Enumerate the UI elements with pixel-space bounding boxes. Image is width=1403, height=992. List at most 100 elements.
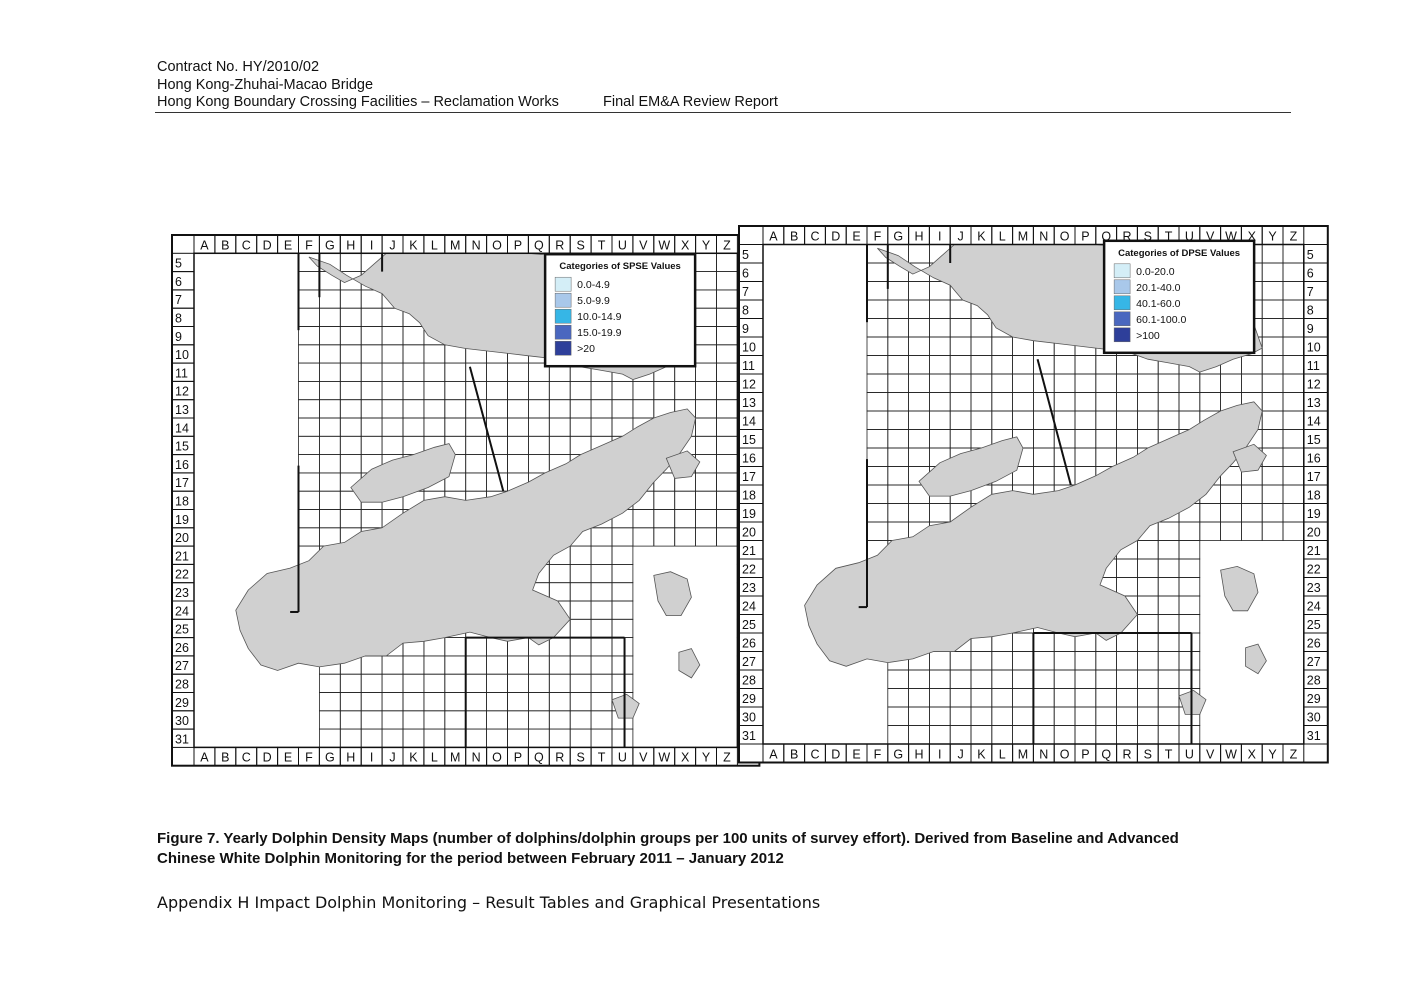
row-label: 20 [1307,525,1321,539]
column-label: E [284,238,292,252]
page-header: Contract No. HY/2010/02 Hong Kong-Zhuhai… [157,59,1291,112]
row-label: 9 [1307,322,1314,336]
row-label: 21 [742,544,756,558]
row-label: 6 [175,275,182,289]
row-label: 12 [1307,377,1321,391]
column-label: Z [1290,229,1298,243]
legend-swatch [1113,279,1131,295]
row-label: 16 [175,458,189,472]
column-label: Q [1101,747,1111,761]
column-label: G [325,238,335,252]
row-label: 15 [1307,433,1321,447]
row-label: 8 [175,311,182,325]
column-label: O [492,751,502,765]
legend-label: 0.0-20.0 [1136,266,1175,278]
legend-label: 20.1-40.0 [1136,282,1181,294]
row-label: 30 [175,714,189,728]
column-label: I [370,751,373,765]
column-label: C [242,238,251,252]
row-label: 5 [1307,248,1314,262]
row-label: 16 [742,451,756,465]
row-label: 19 [1307,507,1321,521]
column-label: W [1225,747,1237,761]
column-label: S [1144,747,1152,761]
column-label: Z [1290,747,1298,761]
row-label: 18 [742,488,756,502]
works-title: Hong Kong Boundary Crossing Facilities –… [157,94,559,110]
legend-label: >20 [577,343,595,355]
column-label: Z [723,238,731,252]
row-label: 30 [742,710,756,724]
row-label: 18 [1307,488,1321,502]
legend-swatch [1113,311,1131,327]
figure-caption: Figure 7. Yearly Dolphin Density Maps (n… [157,829,1297,868]
row-label: 15 [742,433,756,447]
row-label: 6 [1307,266,1314,280]
row-label: 27 [742,655,756,669]
row-label: 12 [175,385,189,399]
row-label: 31 [175,732,189,746]
column-label: J [389,238,395,252]
row-label: 18 [175,494,189,508]
row-label: 22 [175,568,189,582]
legend-title: Categories of SPSE Values [559,261,680,272]
row-label: 22 [1307,562,1321,576]
legend-label: 0.0-4.9 [577,279,610,291]
row-label: 28 [175,677,189,691]
row-label: 9 [175,330,182,344]
contract-number: Contract No. HY/2010/02 [157,59,320,75]
column-label: D [263,751,272,765]
column-label: T [598,238,606,252]
row-labels-left: 5 6 7 8 9 10 11 12 13 14 15 16 17 18 19 20 21 22 23 24 25 26 2… [171,252,195,748]
row-label: 14 [742,414,756,428]
row-label: 31 [1307,729,1321,743]
column-label: R [1122,747,1131,761]
column-label: L [431,751,438,765]
row-label: 13 [175,403,189,417]
row-label: 7 [742,285,749,299]
column-label: B [221,238,229,252]
column-label: T [1165,229,1173,243]
row-label: 10 [1307,340,1321,354]
boundary-lines [858,244,1193,744]
legend: Categories of SPSE Values 0.0-4.9 5.0-9.9 1… [543,252,697,368]
column-label: P [1081,747,1089,761]
column-label: I [370,238,373,252]
row-label: 6 [742,266,749,280]
column-label: A [200,751,209,765]
column-label: B [221,751,229,765]
column-label: V [639,238,648,252]
column-label: L [999,747,1006,761]
column-label: M [1018,229,1028,243]
row-label: 19 [175,513,189,527]
column-label: V [1206,747,1215,761]
report-title: Final EM&A Review Report [603,94,778,110]
column-label: Y [1268,229,1277,243]
column-label: A [200,238,209,252]
column-label: K [409,238,418,252]
column-label: W [658,751,670,765]
row-label: 26 [175,641,189,655]
column-label: J [389,751,395,765]
column-label: E [852,229,860,243]
row-label: 11 [742,359,755,373]
row-label: 24 [175,604,189,618]
spse-density-map: A B C D E F G H I J K L M N O P Q R S T U V W X Y ZA B C D E F G H I J K L M N… [171,234,761,767]
row-labels-left: 5 6 7 8 9 10 11 12 13 14 15 16 17 18 19 20 21 22 23 24 25 26 2… [738,244,764,745]
legend-swatch [554,276,572,292]
caption-line1: Figure 7. Yearly Dolphin Density Maps (n… [157,830,1179,847]
row-label: 16 [1307,451,1321,465]
column-label: F [874,747,882,761]
column-label: F [305,238,313,252]
row-label: 25 [175,623,189,637]
column-label: K [977,229,986,243]
column-label: A [769,229,778,243]
column-label: N [472,238,481,252]
row-label: 19 [742,507,756,521]
column-label: X [1248,229,1257,243]
legend-label: 10.0-14.9 [577,311,622,323]
legend-swatch [554,324,572,340]
row-label: 25 [742,618,756,632]
